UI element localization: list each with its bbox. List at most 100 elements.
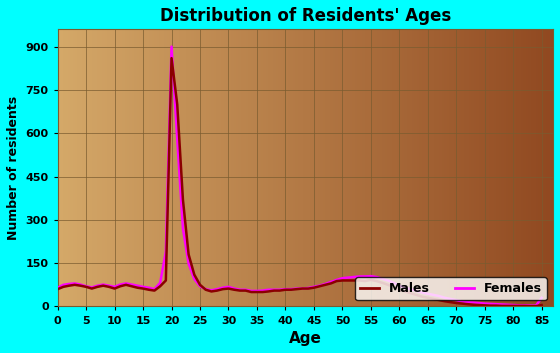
Bar <box>75 29 77 306</box>
Bar <box>226 29 228 306</box>
Bar <box>417 29 419 306</box>
Bar <box>545 29 548 306</box>
Bar <box>538 29 540 306</box>
Bar <box>150 29 152 306</box>
Bar <box>456 29 459 306</box>
Bar <box>466 29 469 306</box>
Bar <box>422 29 424 306</box>
Bar <box>221 29 223 306</box>
Bar <box>77 29 80 306</box>
Bar <box>87 29 90 306</box>
Bar <box>189 29 192 306</box>
Bar <box>152 29 154 306</box>
Bar <box>352 29 355 306</box>
Bar <box>199 29 201 306</box>
Bar <box>176 29 179 306</box>
Bar <box>429 29 432 306</box>
Bar <box>320 29 323 306</box>
Bar <box>434 29 437 306</box>
Bar <box>139 29 142 306</box>
Bar <box>80 29 82 306</box>
Bar <box>387 29 390 306</box>
Bar <box>204 29 206 306</box>
Bar <box>390 29 392 306</box>
Bar <box>496 29 498 306</box>
Bar <box>338 29 340 306</box>
Bar <box>281 29 283 306</box>
Bar <box>330 29 333 306</box>
Bar <box>472 29 474 306</box>
Bar <box>531 29 533 306</box>
Bar <box>444 29 446 306</box>
Bar <box>171 29 174 306</box>
Bar <box>268 29 270 306</box>
Bar <box>375 29 377 306</box>
Bar <box>360 29 362 306</box>
Bar <box>355 29 357 306</box>
Bar <box>273 29 276 306</box>
Bar <box>296 29 298 306</box>
Bar <box>72 29 75 306</box>
Bar <box>397 29 399 306</box>
Bar <box>115 29 117 306</box>
Bar <box>424 29 427 306</box>
Bar <box>100 29 102 306</box>
Bar <box>249 29 251 306</box>
Bar <box>218 29 221 306</box>
Bar <box>239 29 241 306</box>
Bar <box>251 29 253 306</box>
Bar <box>97 29 100 306</box>
Bar <box>228 29 231 306</box>
Bar <box>461 29 464 306</box>
Bar <box>167 29 169 306</box>
Bar <box>414 29 417 306</box>
Bar <box>120 29 122 306</box>
Bar <box>345 29 347 306</box>
Bar <box>404 29 407 306</box>
Bar <box>132 29 134 306</box>
Bar <box>318 29 320 306</box>
Bar <box>241 29 244 306</box>
Bar <box>253 29 256 306</box>
Bar <box>323 29 325 306</box>
Bar <box>491 29 493 306</box>
Bar <box>519 29 521 306</box>
Bar <box>506 29 508 306</box>
Bar <box>493 29 496 306</box>
Bar <box>129 29 132 306</box>
Bar <box>308 29 310 306</box>
Bar <box>370 29 372 306</box>
Bar <box>105 29 107 306</box>
Bar <box>412 29 414 306</box>
Bar <box>65 29 68 306</box>
Bar <box>469 29 472 306</box>
Bar <box>501 29 503 306</box>
Bar <box>194 29 197 306</box>
Bar <box>263 29 266 306</box>
Bar <box>278 29 281 306</box>
Bar <box>479 29 481 306</box>
Bar <box>385 29 387 306</box>
Bar <box>246 29 249 306</box>
Bar <box>533 29 536 306</box>
Bar <box>550 29 553 306</box>
Bar <box>498 29 501 306</box>
Bar <box>377 29 380 306</box>
Bar <box>90 29 92 306</box>
Bar <box>340 29 343 306</box>
Title: Distribution of Residents' Ages: Distribution of Residents' Ages <box>160 7 451 25</box>
Bar <box>305 29 308 306</box>
Bar <box>365 29 367 306</box>
Bar <box>192 29 194 306</box>
Bar <box>508 29 511 306</box>
Bar <box>283 29 286 306</box>
Bar <box>159 29 162 306</box>
Bar <box>439 29 442 306</box>
Bar <box>380 29 382 306</box>
X-axis label: Age: Age <box>289 331 322 346</box>
Bar <box>392 29 395 306</box>
Bar <box>526 29 528 306</box>
Bar <box>63 29 65 306</box>
Bar <box>484 29 486 306</box>
Bar <box>335 29 338 306</box>
